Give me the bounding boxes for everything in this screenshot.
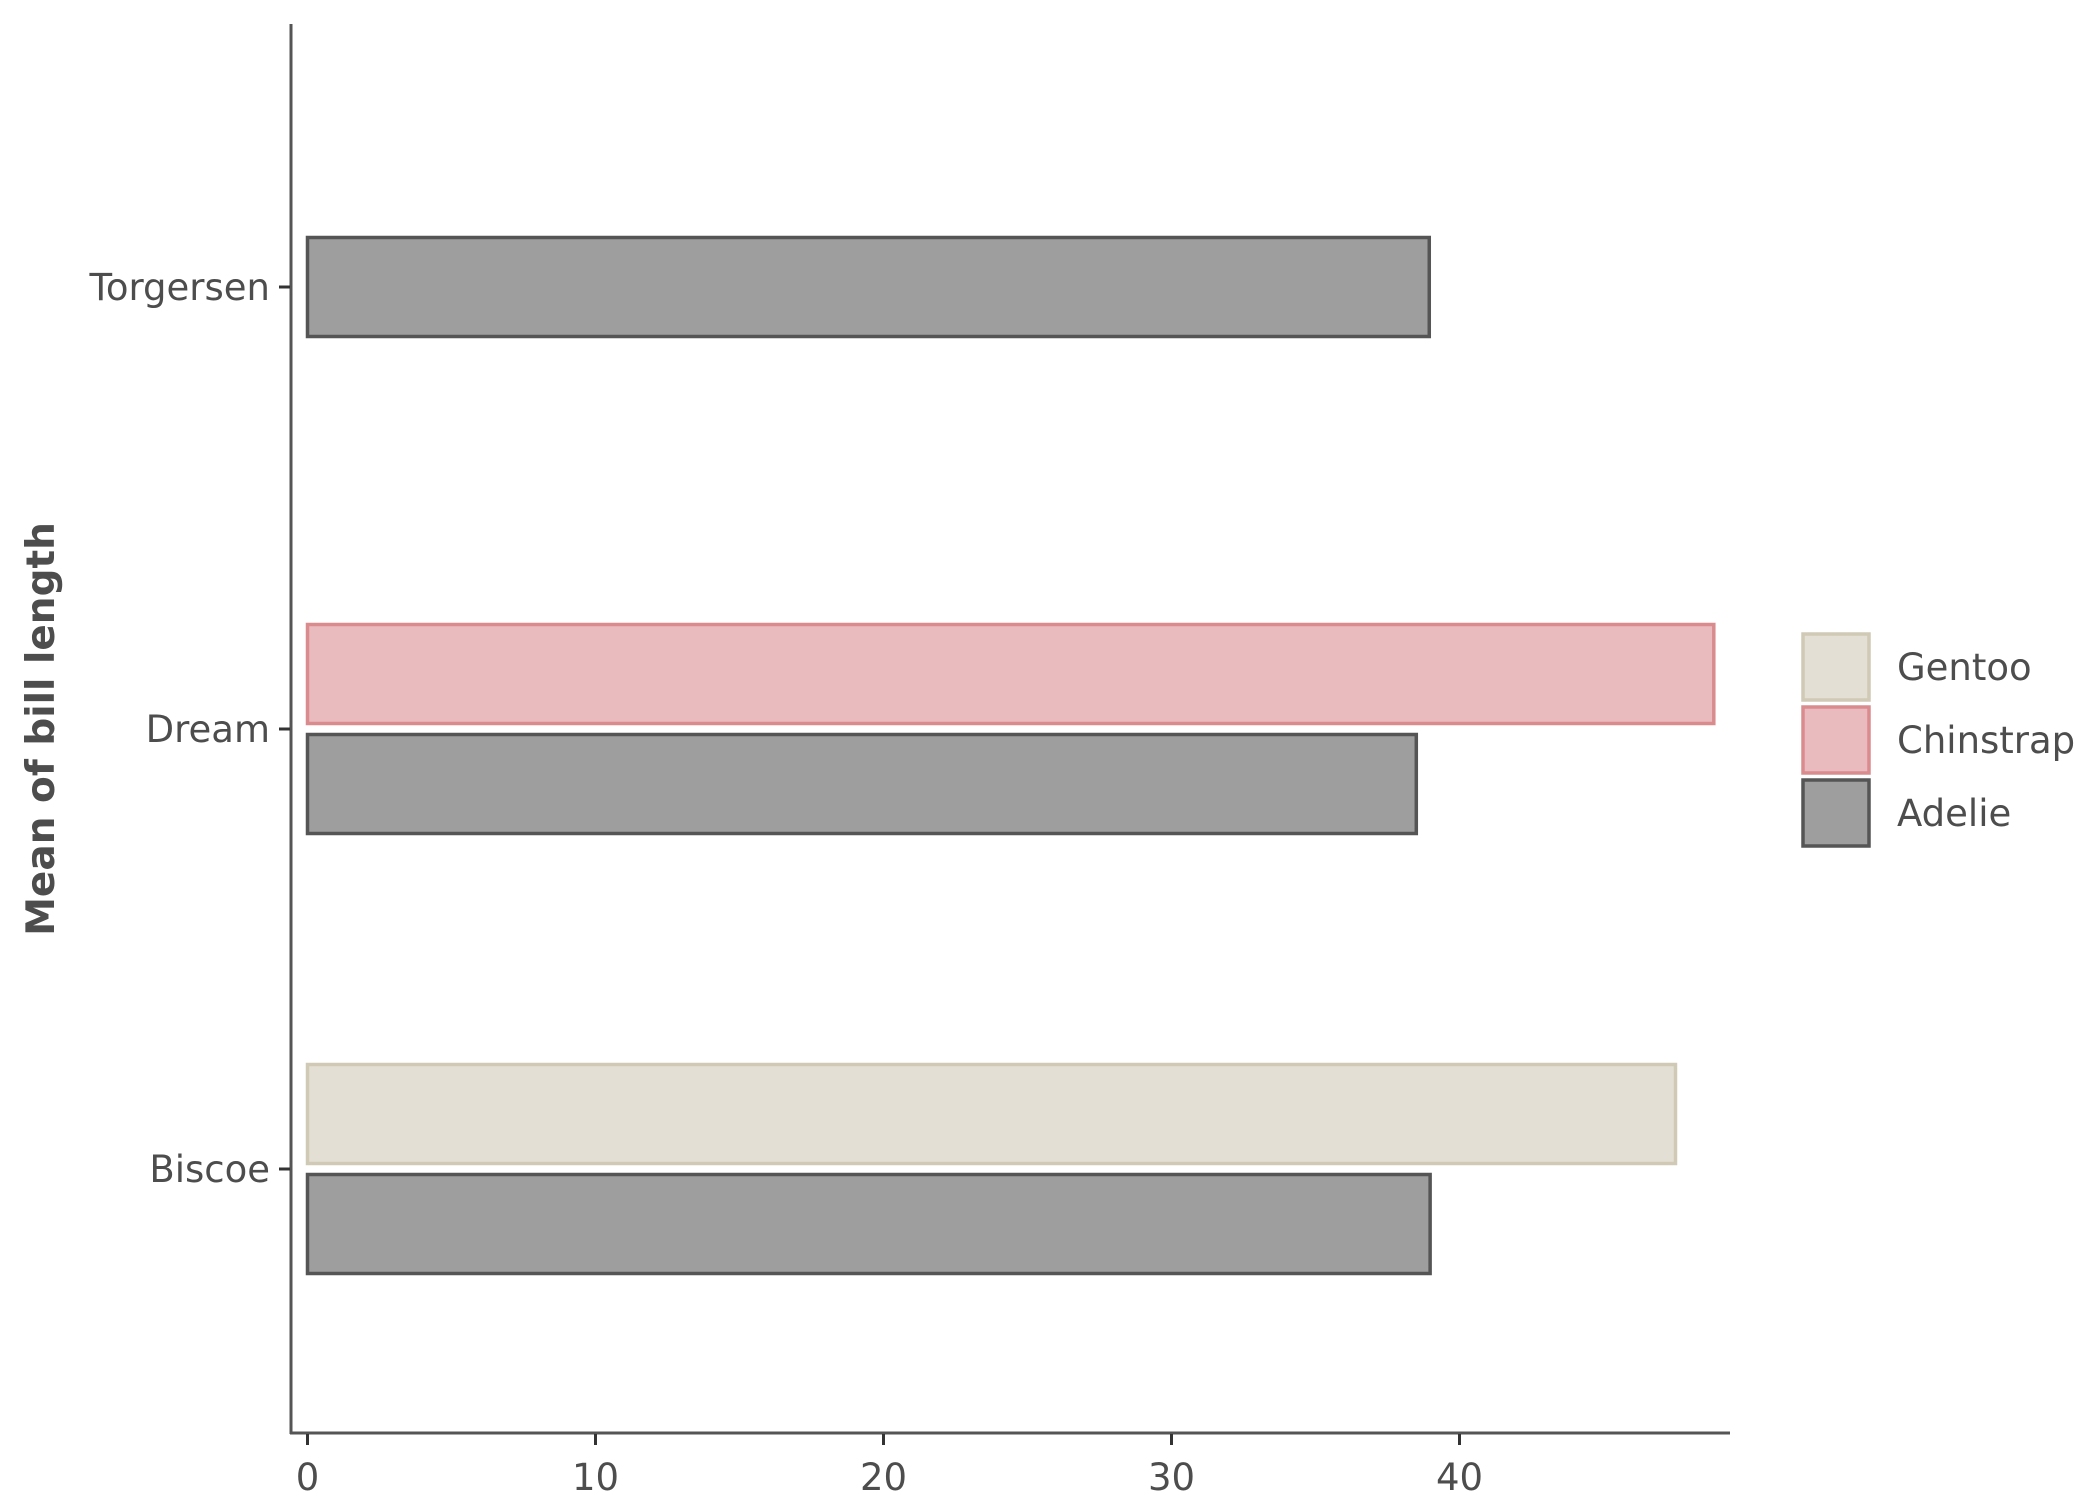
y-tick-label: Torgersen <box>89 266 270 309</box>
x-axis-ticks: 0 10 20 30 40 <box>296 1434 1483 1499</box>
legend-label: Gentoo <box>1897 646 2032 689</box>
y-axis-title: Mean of bill length <box>19 522 64 936</box>
bar-chinstrap-dream <box>305 622 1716 726</box>
legend-key-adelie <box>1801 778 1871 848</box>
y-axis-ticks: Biscoe Dream Torgersen <box>89 266 290 1191</box>
bars-layer <box>305 235 1716 1276</box>
legend-label: Adelie <box>1897 792 2011 835</box>
legend-key-gentoo <box>1801 632 1871 702</box>
x-tick-label: 40 <box>1436 1456 1483 1499</box>
bar-gentoo-biscoe <box>305 1062 1678 1166</box>
bar-adelie-torgersen <box>305 235 1432 339</box>
bar-adelie-biscoe <box>305 1172 1432 1276</box>
legend-key-chinstrap <box>1801 705 1871 775</box>
y-tick-label: Dream <box>146 708 270 751</box>
legend-label: Chinstrap <box>1897 719 2075 762</box>
legend: Gentoo Chinstrap Adelie <box>1801 632 2075 848</box>
x-tick-label: 10 <box>572 1456 619 1499</box>
x-tick-label: 30 <box>1148 1456 1195 1499</box>
y-tick-label: Biscoe <box>149 1148 270 1191</box>
x-tick-label: 0 <box>296 1456 320 1499</box>
bar-adelie-dream <box>305 732 1419 836</box>
x-tick-label: 20 <box>860 1456 907 1499</box>
